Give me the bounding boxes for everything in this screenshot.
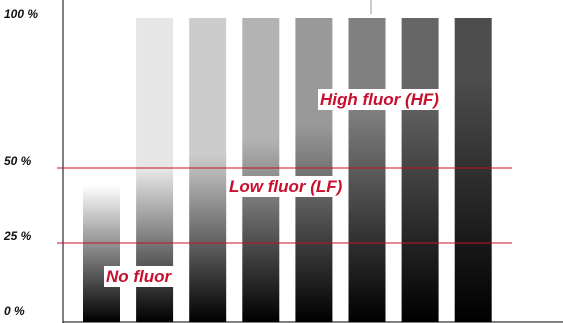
annotation: No fluor [104, 266, 175, 287]
bar-5 [295, 18, 333, 322]
annotation: Low fluor (LF) [227, 176, 345, 197]
y-tick-label: 0 % [4, 304, 25, 318]
bar-8 [454, 18, 492, 322]
y-tick-labels: 0 % 25 % 50 % 100 % [3, 7, 38, 318]
annotations-layer: No fluor Low fluor (LF) High fluor (HF) [104, 89, 442, 287]
reference-lines-layer [57, 167, 512, 244]
annotation-background [318, 89, 442, 110]
y-tick-label: 100 % [4, 7, 38, 21]
annotation-background [104, 266, 175, 287]
y-tick-label: 50 % [4, 154, 32, 168]
bar-7 [401, 18, 439, 322]
annotation-background [227, 176, 345, 197]
bar-3 [189, 18, 227, 322]
annotation-text: Low fluor (LF) [229, 177, 343, 196]
y-tick-label: 25 % [3, 229, 32, 243]
annotation-text: High fluor (HF) [320, 90, 439, 109]
bars-layer [83, 18, 492, 322]
annotation-text: No fluor [106, 267, 173, 286]
axes-layer [62, 0, 563, 323]
bar-4 [242, 18, 280, 322]
annotation: High fluor (HF) [318, 89, 442, 110]
bar-6 [348, 18, 386, 322]
